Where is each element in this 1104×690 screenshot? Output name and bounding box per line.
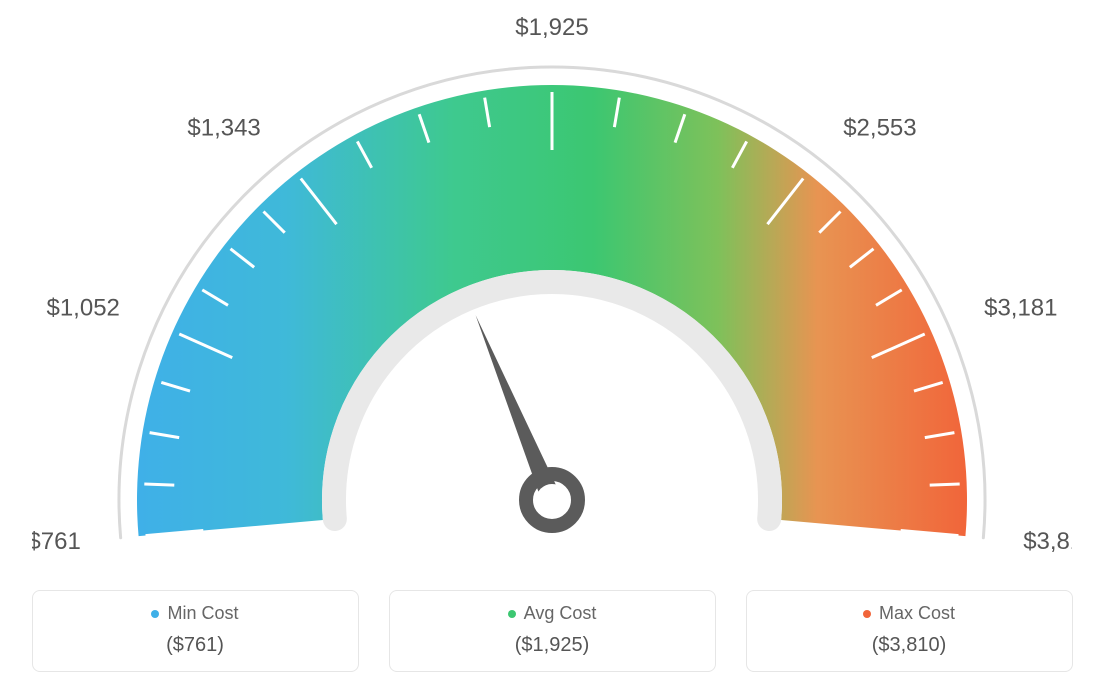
cost-gauge: $761 $1,052 $1,343 $1,925 $2,553 $3,181 $3,810 xyxy=(32,0,1072,560)
gauge-tick-label: $1,925 xyxy=(515,14,588,41)
gauge-tick-label: $3,181 xyxy=(984,295,1057,322)
gauge-tick-label: $761 xyxy=(32,528,81,555)
max-cost-card: Max Cost ($3,810) xyxy=(746,590,1073,672)
avg-cost-label: Avg Cost xyxy=(524,603,597,624)
gauge-tick-label: $3,810 xyxy=(1023,528,1072,555)
min-dot-icon xyxy=(151,610,159,618)
max-cost-label: Max Cost xyxy=(879,603,955,624)
gauge-tick-label: $1,343 xyxy=(187,114,260,141)
avg-cost-card: Avg Cost ($1,925) xyxy=(389,590,716,672)
avg-cost-title: Avg Cost xyxy=(508,603,597,624)
avg-cost-value: ($1,925) xyxy=(390,634,715,657)
max-dot-icon xyxy=(863,610,871,618)
max-cost-title: Max Cost xyxy=(863,603,955,624)
gauge-tick-label: $2,553 xyxy=(843,114,916,141)
legend-cards: Min Cost ($761) Avg Cost ($1,925) Max Co… xyxy=(0,590,1104,672)
chart-container: $761 $1,052 $1,343 $1,925 $2,553 $3,181 $3,810… xyxy=(0,0,1104,690)
gauge-tick-label: $1,052 xyxy=(46,295,119,322)
min-cost-label: Min Cost xyxy=(167,603,238,624)
avg-dot-icon xyxy=(508,610,516,618)
min-cost-title: Min Cost xyxy=(151,603,238,624)
min-cost-value: ($761) xyxy=(33,634,358,657)
max-cost-value: ($3,810) xyxy=(747,634,1072,657)
min-cost-card: Min Cost ($761) xyxy=(32,590,359,672)
